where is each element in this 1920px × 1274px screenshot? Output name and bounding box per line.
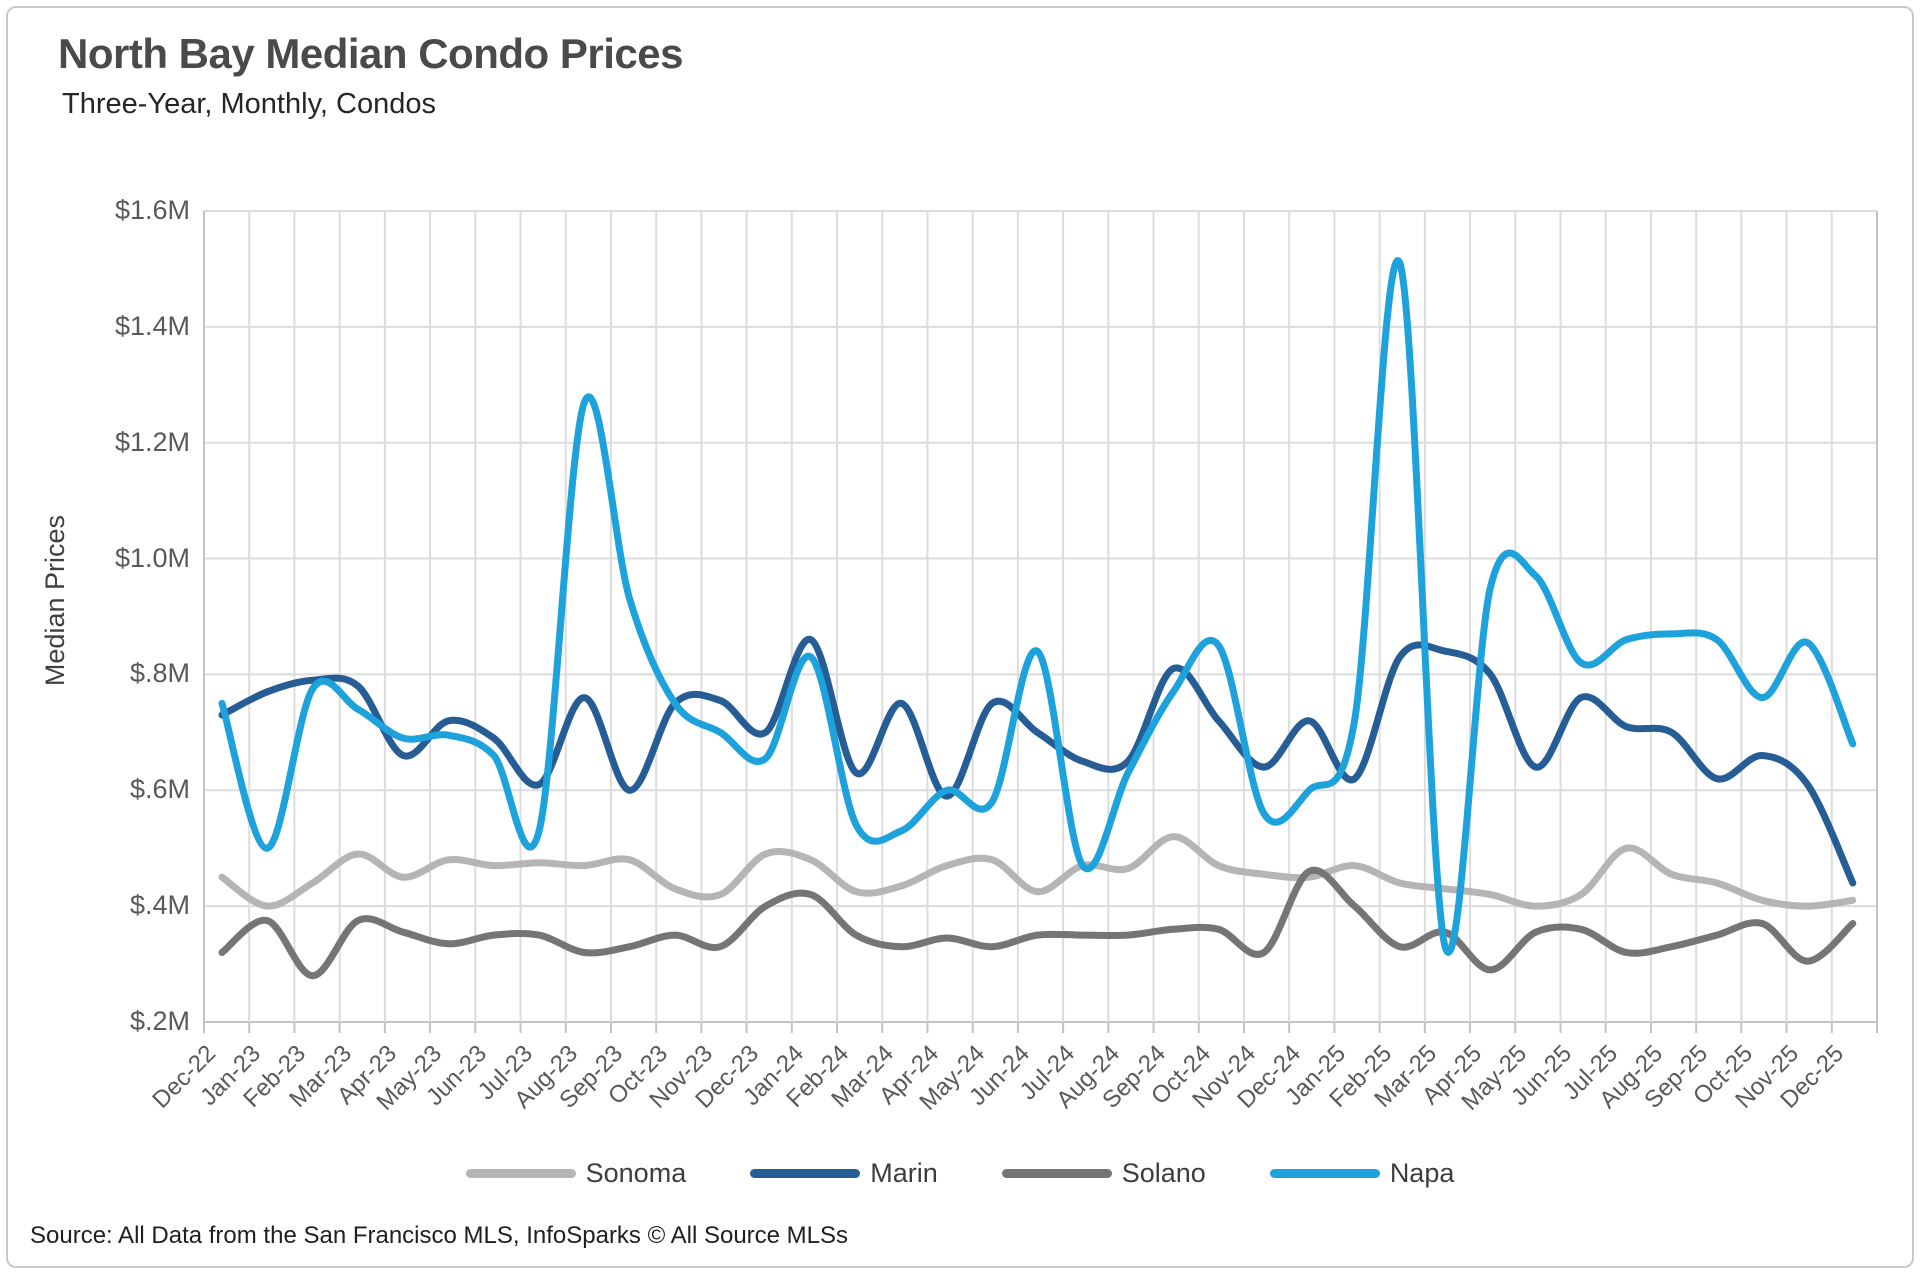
- legend-label: Napa: [1389, 1158, 1455, 1188]
- y-tick-label: $.8M: [129, 658, 190, 689]
- y-tick-label: $1.0M: [114, 542, 190, 573]
- legend-label: Solano: [1121, 1158, 1206, 1188]
- series-line-solano: [218, 866, 1857, 980]
- series-line-sonoma: [218, 833, 1857, 910]
- y-tick-label: $.6M: [129, 774, 190, 805]
- legend-label: Sonoma: [585, 1158, 687, 1188]
- legend-swatch-napa: [1269, 1169, 1380, 1178]
- y-tick-label: $1.6M: [114, 194, 190, 225]
- y-tick-label: $.2M: [129, 1006, 190, 1036]
- page-title: North Bay Median Condo Prices: [58, 30, 683, 77]
- legend-swatch-solano: [1001, 1169, 1112, 1178]
- legend-item-marin: Marin: [750, 1158, 938, 1189]
- legend-label: Marin: [870, 1158, 938, 1188]
- source-note: Source: All Data from the San Francisco …: [30, 1222, 849, 1249]
- legend-swatch-sonoma: [465, 1169, 576, 1178]
- y-tick-label: $.4M: [129, 890, 190, 921]
- legend-swatch-marin: [750, 1169, 861, 1178]
- legend-item-sonoma: Sonoma: [465, 1158, 687, 1189]
- series-line-napa: [218, 257, 1857, 956]
- chart-legend: Sonoma Marin Solano Napa: [0, 1158, 1920, 1189]
- legend-item-napa: Napa: [1269, 1158, 1455, 1189]
- page-subtitle: Three-Year, Monthly, Condos: [62, 88, 436, 120]
- y-tick-label: $1.2M: [114, 426, 190, 457]
- y-tick-label: $1.4M: [114, 310, 190, 341]
- series-line-marin: [218, 636, 1857, 887]
- legend-item-solano: Solano: [1001, 1158, 1206, 1189]
